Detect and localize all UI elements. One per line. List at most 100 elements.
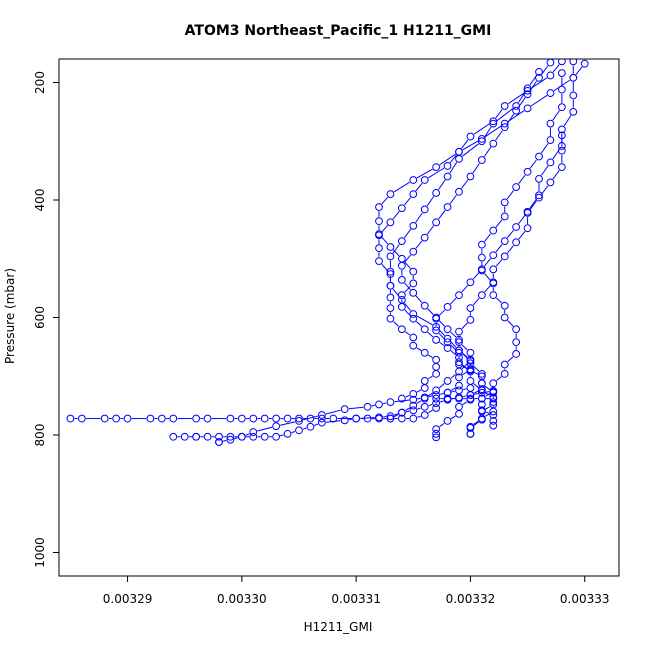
series-line-segment [405, 395, 410, 398]
series-line-segment [552, 64, 560, 73]
data-point [569, 91, 578, 100]
series-line-segment [438, 329, 446, 336]
data-point [580, 59, 589, 68]
series-line-segment [495, 219, 503, 228]
series-line-segment [461, 285, 469, 293]
series-line-segment [438, 210, 446, 220]
y-axis: 200 400 600 800 1000 [33, 71, 60, 568]
data-point [226, 435, 235, 444]
data-point [397, 414, 406, 423]
data-point [420, 394, 429, 403]
series-line-segment [485, 406, 490, 410]
data-point [489, 117, 498, 126]
series-line-segment [245, 433, 250, 436]
data-point [500, 252, 509, 261]
series-line-segment [393, 321, 400, 327]
series-line-segment [404, 254, 412, 263]
series-line-segment [474, 393, 478, 395]
data-point [375, 203, 383, 211]
data-point [557, 125, 566, 134]
data-point [500, 123, 509, 132]
data-point [455, 147, 463, 156]
series-line-segment [472, 297, 480, 306]
series-line-segment [439, 422, 445, 428]
data-point [466, 348, 475, 357]
data-point [409, 341, 418, 350]
data-point [397, 295, 406, 304]
data-point [397, 394, 406, 403]
data-point [420, 377, 429, 385]
series-5 [432, 59, 578, 438]
data-point [512, 325, 521, 334]
data-point [283, 429, 292, 438]
data-point [409, 406, 418, 415]
data-point [409, 190, 418, 199]
data-point [500, 360, 509, 369]
series-line-segment [348, 406, 364, 410]
data-point [477, 394, 486, 403]
series-line-segment [462, 140, 479, 151]
data-point [466, 359, 475, 368]
data-point [432, 394, 441, 403]
data-point [489, 226, 498, 235]
data-point [420, 402, 429, 411]
data-point [455, 402, 463, 411]
data-point [432, 335, 441, 344]
data-point [466, 395, 475, 404]
data-point [455, 327, 463, 336]
data-point [397, 325, 406, 334]
series-line-segment [416, 321, 422, 327]
data-point [557, 103, 566, 112]
data-point [443, 203, 452, 211]
data-point [500, 237, 509, 246]
data-point [397, 276, 406, 284]
data-point [455, 187, 463, 196]
data-point [317, 418, 326, 427]
data-point [477, 414, 486, 423]
data-point [386, 412, 395, 421]
data-point [443, 388, 452, 397]
series-line-segment [450, 341, 457, 348]
y-tick-label: 400 [33, 189, 47, 212]
series-line-segment [450, 297, 457, 305]
series-line-segment [518, 91, 526, 103]
data-point [443, 417, 452, 425]
series-line-segment [473, 390, 479, 394]
data-point [466, 357, 475, 365]
data-point [249, 432, 258, 441]
data-point [557, 163, 566, 172]
data-point [432, 362, 441, 371]
data-point [386, 398, 395, 407]
data-point [340, 416, 349, 425]
series-line-segment [438, 179, 446, 190]
series-line-segment [426, 225, 435, 235]
data-point [203, 414, 212, 423]
series-line-segment [540, 165, 549, 176]
series-line-segment [473, 365, 480, 372]
data-point [260, 414, 269, 423]
data-point [455, 373, 463, 382]
data-point [237, 432, 246, 441]
data-point [557, 146, 566, 155]
data-point [272, 432, 281, 441]
chart-title: ATOM3 Northeast_Pacific_1 H1211_GMI [185, 23, 492, 39]
data-point [512, 102, 521, 110]
data-point [466, 172, 475, 181]
data-point [443, 334, 452, 343]
data-point [523, 84, 532, 93]
data-point [432, 386, 441, 395]
series-line-segment [507, 320, 514, 327]
series-line-segment [461, 363, 468, 370]
data-point [523, 224, 532, 233]
series-line-segment [416, 168, 433, 179]
series-line-segment [405, 407, 410, 411]
data-point [409, 389, 418, 398]
series-layer [66, 59, 589, 446]
series-line-segment [325, 409, 341, 415]
series-line-segment [439, 341, 445, 347]
data-point [409, 247, 418, 256]
data-point [192, 414, 201, 423]
x-axis: 0.00329 0.00330 0.00331 0.00332 0.00333 [103, 575, 610, 606]
series-line-segment [440, 400, 444, 403]
data-point [523, 167, 532, 176]
